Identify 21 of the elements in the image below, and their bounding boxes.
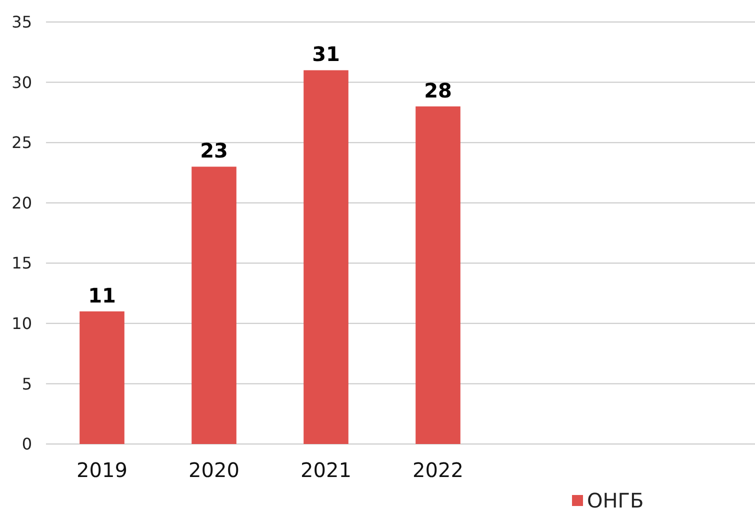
x-tick-label: 2019: [76, 458, 128, 482]
data-label: 28: [424, 78, 452, 102]
y-tick-label: 25: [12, 133, 32, 152]
legend-label: ОНГБ: [587, 488, 644, 511]
bar: [192, 166, 236, 444]
x-tick-label: 2021: [300, 458, 352, 482]
y-tick-label: 20: [12, 193, 32, 212]
y-tick-label: 15: [12, 254, 32, 273]
bar: [304, 70, 348, 444]
bar: [416, 106, 460, 444]
data-label: 11: [88, 283, 116, 308]
y-tick-label: 30: [12, 72, 32, 92]
data-label: 31: [312, 42, 340, 66]
data-label: 23: [200, 138, 228, 163]
x-tick-label: 2020: [188, 458, 240, 482]
bar: [80, 311, 124, 444]
y-tick-label: 10: [12, 314, 32, 334]
y-tick-label: 5: [22, 374, 32, 394]
y-tick-label: 0: [22, 434, 32, 454]
y-tick-label: 35: [12, 12, 32, 32]
x-tick-label: 2022: [412, 458, 464, 482]
